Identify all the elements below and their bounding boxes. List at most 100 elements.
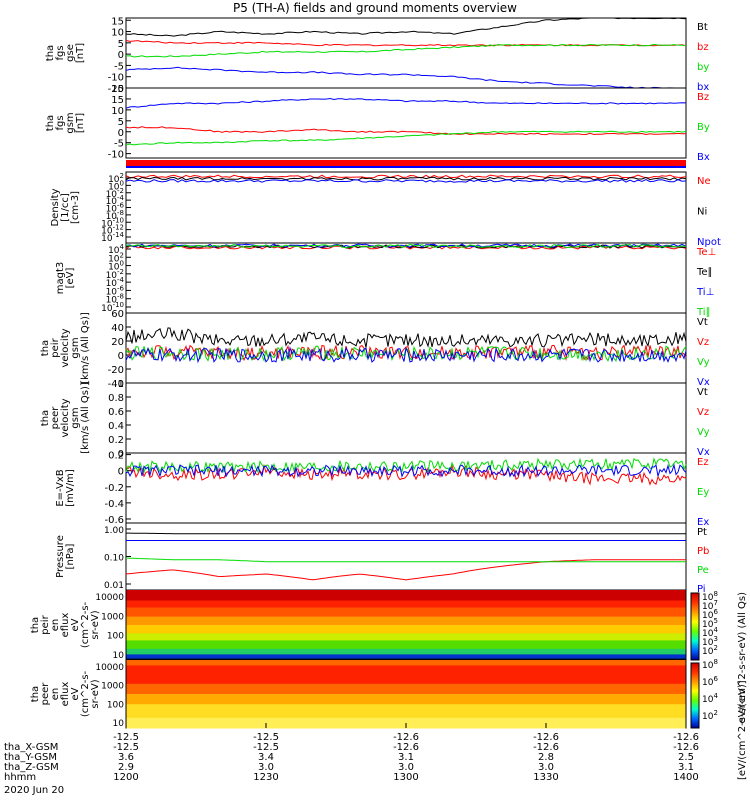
y-tick-label: 15 (111, 95, 124, 106)
y-tick-label: 0 (118, 449, 124, 460)
legend-label: Ne (697, 176, 711, 187)
series-line (125, 463, 687, 478)
legend-label: Vy (697, 427, 710, 438)
series-line (125, 327, 687, 348)
panel-pressure: Pressure [nPa] 1.00 0.10 0.01 Pt Pb Pe Pi (55, 522, 709, 595)
y-tick-label: 0.10 (104, 554, 124, 564)
panel-frame (125, 242, 687, 314)
x-tick-label: -12.6 (673, 732, 699, 743)
panel-frame (125, 171, 687, 244)
legend-label: Vx (697, 447, 710, 458)
y-tick-label: 10-4 (106, 194, 125, 207)
x-row-value: 3.1 (678, 762, 694, 773)
heatmap-band (126, 633, 686, 641)
y-tick-label: 10 (113, 719, 125, 729)
series-line (125, 39, 687, 47)
y-tick-label: 1000 (101, 612, 124, 622)
y-tick-label: 1000 (101, 682, 124, 692)
y-tick-label: -40 (108, 379, 124, 390)
colorbar-tick: 102 (702, 709, 718, 722)
y-axis-label: peer (40, 682, 51, 706)
y-tick-label: 20 (111, 84, 124, 95)
y-tick-label: 102 (108, 172, 124, 185)
legend-label: Pi (697, 584, 706, 595)
y-axis-label: en (50, 619, 61, 632)
x-row-value: -12.6 (533, 742, 559, 753)
heatmap-band (126, 694, 686, 705)
y-tick-label: 1.00 (104, 526, 124, 536)
y-axis-label: fgs (55, 45, 66, 60)
colorbar-strip (690, 662, 700, 729)
y-tick-label: -15 (108, 84, 124, 95)
legend-label: Bz (697, 92, 709, 103)
legend-label: Pb (697, 546, 709, 557)
legend-label: Te∥ (696, 267, 713, 278)
legend-label: Ti⊥ (696, 287, 714, 298)
y-tick-label: 0 (118, 128, 124, 139)
y-tick-label: -5 (114, 61, 124, 72)
y-axis-label: magt3 (55, 262, 66, 295)
bar-blue (126, 166, 686, 168)
y-tick-label: 0.2 (108, 435, 124, 446)
y-tick-label: -0.6 (104, 515, 124, 526)
y-axis-label: eV (70, 618, 81, 631)
series-line (125, 17, 687, 37)
y-axis-label: tha (40, 410, 51, 426)
series-line (125, 463, 687, 486)
series-line (125, 126, 687, 136)
legend-label: Vt (697, 317, 708, 328)
y-axis-label: peir (40, 614, 51, 634)
x-row-value: 2.9 (118, 762, 134, 773)
y-axis-label: en (50, 688, 61, 701)
y-axis-label: [mV/m] (65, 469, 76, 507)
colorbar-tick: 108 (702, 658, 718, 671)
y-tick-label: 10-14 (101, 231, 124, 244)
x-row-value: 3.0 (538, 762, 554, 773)
y-tick-label: 10 (111, 28, 124, 39)
series-line (125, 179, 687, 183)
panel-peer_en: tha peer en eflux eV (cm^2-s-sr-eV) 10000 1000 1… (30, 659, 687, 729)
series-line (125, 174, 687, 179)
colorbar-label-top: eV/(cm^2-s-sr-eV) (All Qs) (737, 592, 748, 724)
heatmap-band (126, 625, 686, 634)
y-axis-label: tha (45, 45, 56, 61)
legend-label: bz (697, 42, 709, 53)
x-row-value: -12.5 (113, 742, 139, 753)
y-axis-label: velocity (60, 328, 71, 367)
x-row-value: 3.4 (258, 752, 274, 763)
y-tick-label: 10-4 (106, 276, 125, 289)
y-tick-label: -0.2 (104, 483, 124, 494)
heatmap-band (126, 640, 686, 650)
bar-red (126, 160, 686, 166)
y-axis-label: gsm (70, 337, 81, 358)
series-line (125, 346, 687, 364)
colorbar-tick: 104 (702, 692, 718, 705)
heatmap-band (126, 648, 686, 655)
series-line (125, 557, 686, 563)
legend-label: By (697, 122, 710, 133)
legend-label: Ey (697, 487, 709, 498)
y-tick-label: 102 (108, 251, 124, 264)
legend-label: Pt (697, 527, 707, 538)
legend-label: Npot (697, 237, 721, 248)
x-row-name: hhmm (4, 772, 36, 783)
y-axis-label: (cm^2-s- (80, 670, 91, 717)
y-tick-label: 0.4 (108, 421, 124, 432)
y-axis-label: tha (30, 617, 41, 633)
series-line (125, 43, 687, 58)
y-tick-label: 0 (118, 467, 124, 478)
panel-density: Density [1/cc] [cm-3]10210010-210-410-610-… (50, 171, 721, 248)
y-tick-label: 100 (108, 179, 124, 192)
y-axis-label: velocity (60, 398, 71, 437)
y-axis-label: tha (45, 115, 56, 131)
colorbar-tick: 106 (702, 675, 718, 688)
y-axis-label: Density (50, 188, 61, 226)
panel-frame (125, 87, 687, 159)
x-row-name: tha_X-GSM (4, 742, 58, 753)
legend-label: Vz (697, 407, 709, 418)
y-tick-label: -5 (114, 139, 124, 150)
